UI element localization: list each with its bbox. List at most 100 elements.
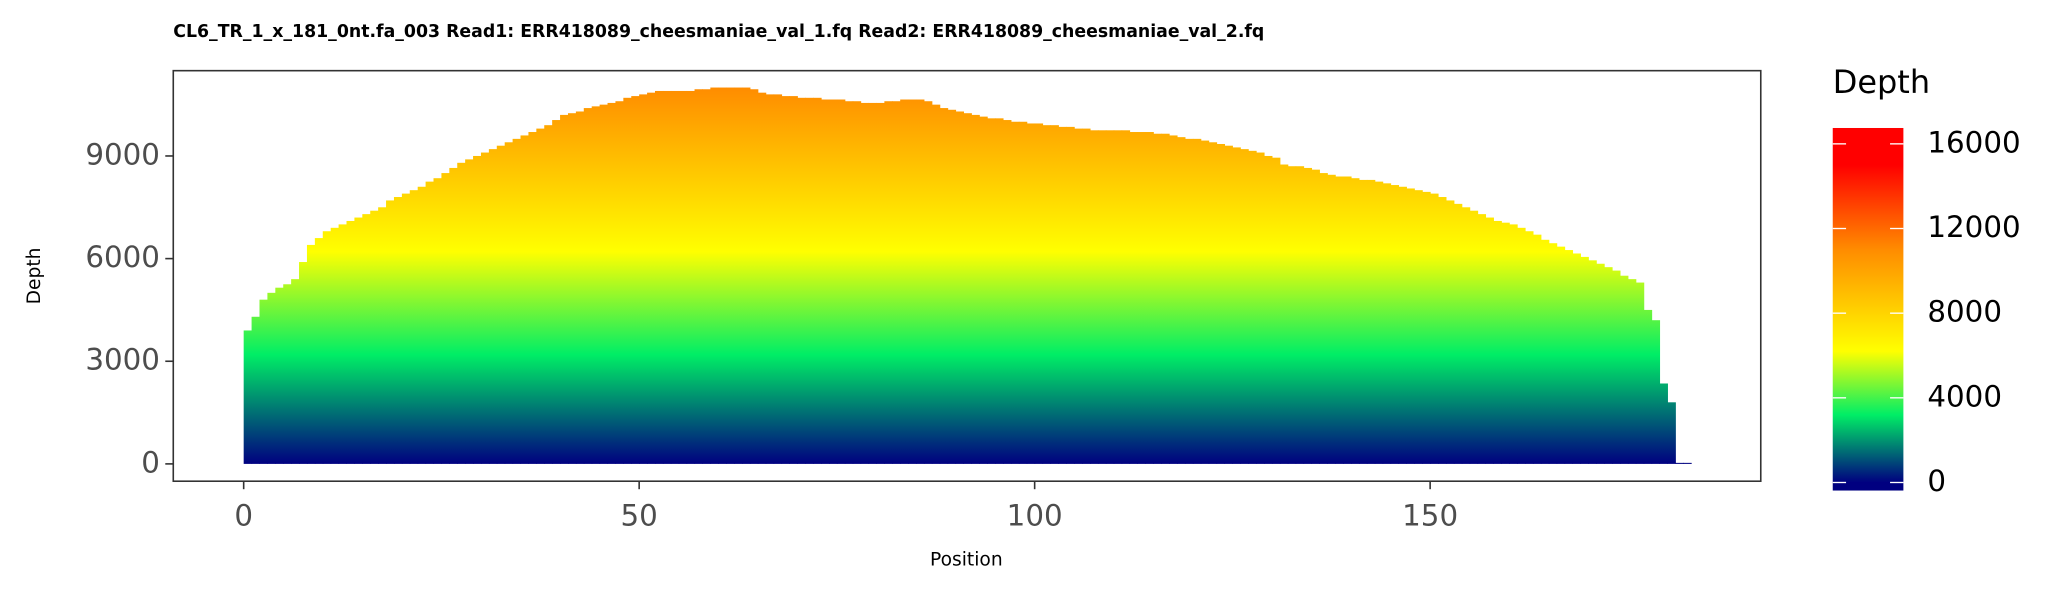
bar (1169, 135, 1178, 464)
bar (1319, 173, 1328, 464)
bar (299, 262, 308, 464)
bar (401, 193, 411, 464)
bar (686, 90, 696, 464)
colorbar-tick-label: 0 (1927, 464, 1946, 498)
bar (797, 97, 806, 464)
bar (1525, 231, 1534, 464)
bar (433, 178, 442, 464)
bar (267, 292, 276, 464)
bar (773, 94, 783, 464)
bar (528, 132, 537, 464)
bar (1596, 263, 1605, 464)
y-axis-label: Depth (24, 248, 45, 305)
bar (1105, 130, 1115, 464)
bar (1287, 166, 1297, 464)
bar (567, 113, 577, 464)
bar (544, 125, 553, 464)
bar (1445, 200, 1455, 464)
bar (1145, 132, 1154, 464)
colorbar-tick-label: 12000 (1927, 210, 2020, 244)
bar (1572, 253, 1581, 464)
bar (243, 330, 253, 464)
bar (1635, 282, 1645, 464)
bar (425, 181, 435, 464)
bar (536, 128, 545, 464)
bar (765, 94, 775, 464)
bar (1200, 140, 1210, 464)
bar (575, 111, 585, 464)
bar (504, 142, 514, 464)
bar (1161, 133, 1170, 464)
bar (718, 87, 727, 464)
bar (496, 145, 506, 464)
bar (1240, 149, 1249, 464)
chart-title: CL6_TR_1_x_181_0nt.fa_003 Read1: ERR4180… (173, 22, 1264, 42)
bar (916, 99, 925, 464)
bar (1374, 181, 1384, 464)
bar (1651, 320, 1661, 464)
bar (1643, 309, 1653, 464)
bar (1177, 137, 1186, 464)
bar (884, 101, 893, 464)
bar (836, 99, 846, 464)
bar (338, 224, 348, 464)
bar (488, 149, 498, 464)
bar (1192, 138, 1202, 464)
bar (1184, 138, 1194, 464)
bar (844, 101, 854, 464)
bar (314, 238, 324, 464)
bar (670, 90, 680, 464)
bar (1619, 275, 1629, 464)
bar (465, 159, 474, 464)
bar (370, 210, 379, 464)
bar (1438, 197, 1447, 464)
bar (955, 111, 964, 464)
bar (1398, 186, 1407, 464)
bar (1517, 227, 1526, 464)
bar (591, 106, 601, 464)
bar (1659, 383, 1668, 464)
bar (1627, 279, 1637, 464)
bar (868, 102, 877, 464)
bar (1430, 193, 1439, 464)
bar (1327, 174, 1336, 464)
bar (1232, 147, 1241, 464)
bar (615, 101, 624, 464)
bar (607, 102, 616, 464)
bar (599, 104, 609, 464)
bar (520, 135, 529, 464)
bar (251, 316, 261, 464)
bar (1216, 143, 1226, 464)
bar (971, 114, 980, 464)
bar (1153, 133, 1162, 464)
bar (1366, 179, 1376, 464)
bar (979, 116, 988, 464)
bar (1612, 270, 1621, 464)
bar (647, 92, 656, 464)
bar (734, 87, 743, 464)
colorbar-tick-label: 16000 (1927, 125, 2020, 159)
bar (702, 89, 711, 464)
bar (1050, 125, 1059, 464)
bar (1343, 176, 1352, 464)
bar (1477, 214, 1487, 464)
bar (749, 89, 759, 464)
bar (1279, 164, 1289, 464)
bar (1137, 132, 1146, 464)
bar (1453, 203, 1463, 464)
bar (583, 108, 593, 464)
bar (1271, 157, 1281, 464)
bar (1588, 260, 1597, 464)
bar (1667, 402, 1676, 464)
bar (1501, 222, 1510, 464)
bar (1540, 239, 1550, 464)
bar (805, 97, 814, 464)
bar (417, 186, 427, 464)
bar (1335, 176, 1344, 464)
y-tick-label: 9000 (85, 137, 160, 171)
bar (330, 227, 340, 464)
bar (852, 101, 862, 464)
bar (1580, 256, 1589, 464)
bar (259, 299, 268, 464)
